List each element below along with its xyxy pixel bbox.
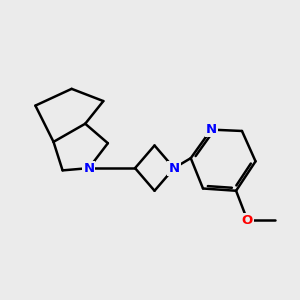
Text: N: N <box>168 162 180 175</box>
Text: N: N <box>206 123 217 136</box>
Text: O: O <box>242 214 253 227</box>
Text: N: N <box>83 162 94 175</box>
